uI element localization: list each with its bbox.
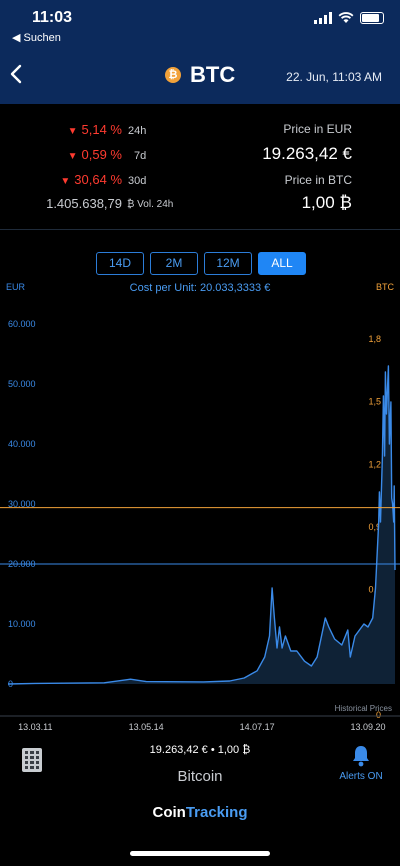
left-tick-label: 50.000	[8, 379, 36, 389]
chevron-left-icon	[10, 64, 22, 84]
stats-panel: ▼ 5,14 % 24h ▼ 0,59 % 7d ▼ 30,64 % 30d 1.40…	[0, 104, 400, 230]
cointracking-logo: CoinTracking	[152, 804, 248, 821]
status-icons	[314, 12, 384, 24]
x-tick-label: 13.09.20	[350, 722, 385, 732]
price-eur-label: Price in EUR	[283, 122, 352, 136]
cost-per-unit: Cost per Unit: 20.033,3333 €	[129, 282, 271, 294]
range-button-2m[interactable]: 2M	[150, 252, 198, 275]
header-date: 22. Jun, 11:03 AM	[286, 70, 382, 84]
app-header: 11:03 ◀ Suchen ₿ BTC 22. Jun, 11:03 AM	[0, 0, 400, 104]
wifi-icon	[338, 12, 354, 23]
x-tick-label: 13.05.14	[129, 722, 164, 732]
left-tick-label: 60.000	[8, 319, 36, 329]
price-btc-value: 1,00 ₿	[301, 193, 352, 212]
bell-icon	[353, 746, 369, 767]
left-axis-title: EUR	[6, 282, 26, 292]
home-indicator[interactable]	[130, 851, 270, 856]
back-button[interactable]	[10, 64, 22, 88]
alerts-label: Alerts ON	[339, 771, 383, 782]
price-chart[interactable]: EUR BTC60.00050.00040.00030.00020.00010.0…	[0, 270, 400, 740]
change-period-24h: 24h	[128, 125, 147, 137]
bitcoin-coin-icon: ₿	[165, 67, 181, 83]
down-triangle-icon: ▼	[67, 151, 78, 162]
status-time: 11:03	[32, 9, 73, 26]
down-triangle-icon: ▼	[60, 176, 71, 187]
right-tick-label: 1,2	[368, 459, 381, 469]
volume-label: ₿ Vol. 24h	[127, 199, 174, 210]
signal-icon	[314, 12, 332, 24]
left-tick-label: 40.000	[8, 439, 36, 449]
right-axis-title: BTC	[376, 282, 395, 292]
change-24h: ▼ 5,14 %	[67, 122, 122, 137]
footer-price-line: 19.263,42 € • 1,00 ₿	[149, 744, 251, 756]
right-tick-label: 1,5	[368, 397, 381, 407]
change-7d: ▼ 0,59 %	[67, 147, 122, 162]
battery-icon	[360, 12, 384, 24]
left-tick-label: 10.000	[8, 619, 36, 629]
right-tick-label: 0	[376, 710, 381, 720]
back-to-search-link[interactable]: ◀ Suchen	[12, 32, 61, 44]
x-tick-label: 13.03.11	[18, 722, 52, 732]
down-triangle-icon: ▼	[67, 126, 78, 137]
x-tick-label: 14.07.17	[240, 722, 275, 732]
range-button-all[interactable]: ALL	[258, 252, 306, 275]
range-selector: 14D 2M 12M ALL	[96, 252, 306, 275]
historical-prices-label: Historical Prices	[334, 704, 392, 713]
series-area	[8, 366, 395, 684]
change-period-30d: 30d	[128, 175, 147, 187]
range-button-12m[interactable]: 12M	[204, 252, 252, 275]
series-line	[7, 365, 396, 685]
coin-symbol-title: BTC	[190, 62, 236, 87]
calculator-icon[interactable]	[22, 748, 42, 772]
right-tick-label: 1,8	[368, 334, 381, 344]
alerts-button[interactable]: Alerts ON	[336, 745, 386, 782]
change-30d: ▼ 30,64 %	[60, 172, 122, 187]
right-tick-label: 0,9	[368, 522, 381, 532]
price-btc-label: Price in BTC	[284, 173, 352, 187]
range-button-14d[interactable]: 14D	[96, 252, 144, 275]
coin-name: Bitcoin	[177, 768, 223, 785]
volume-value: 1.405.638,79	[46, 196, 122, 211]
left-tick-label: 30.000	[8, 499, 36, 509]
change-period-7d: 7d	[134, 150, 147, 162]
price-eur-value: 19.263,42 €	[262, 144, 352, 163]
